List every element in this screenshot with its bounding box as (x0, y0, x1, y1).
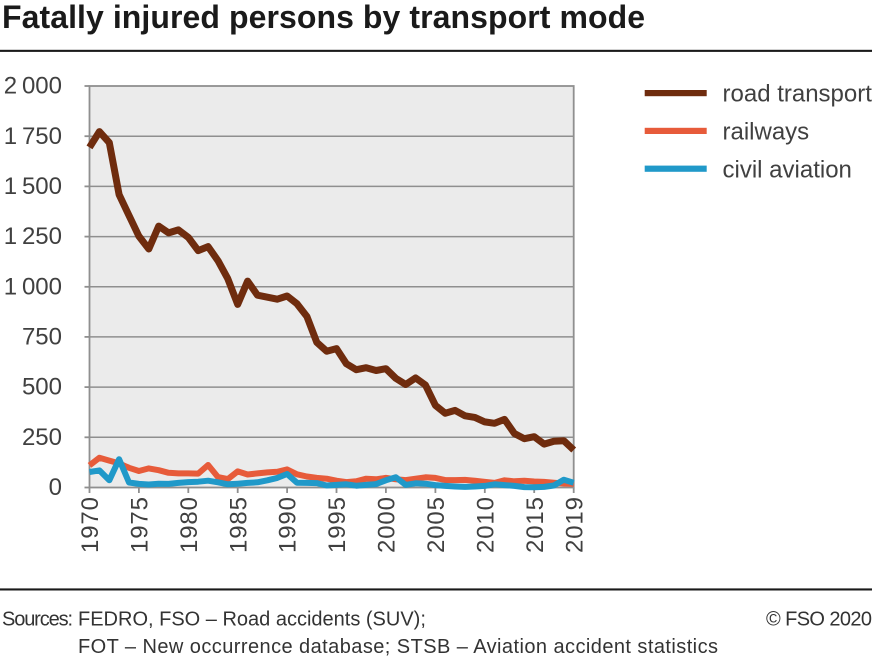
svg-text:1975: 1975 (127, 497, 154, 553)
svg-text:2019: 2019 (561, 497, 588, 553)
svg-text:2015: 2015 (522, 497, 549, 553)
svg-text:FEDRO, FSO – Road accidents (S: FEDRO, FSO – Road accidents (SUV); (78, 609, 426, 631)
svg-text:2 000: 2 000 (4, 73, 62, 100)
svg-text:0: 0 (49, 474, 62, 501)
svg-text:1 250: 1 250 (4, 223, 62, 250)
svg-text:1990: 1990 (275, 497, 302, 553)
svg-text:1995: 1995 (324, 497, 351, 553)
svg-text:civil aviation: civil aviation (723, 156, 852, 183)
svg-text:1 500: 1 500 (4, 173, 62, 200)
svg-text:250: 250 (22, 424, 62, 451)
svg-text:© FSO 2020: © FSO 2020 (766, 609, 872, 631)
svg-text:500: 500 (22, 374, 62, 401)
svg-text:1985: 1985 (225, 497, 252, 553)
svg-text:Sources:: Sources: (2, 609, 73, 631)
svg-text:railways: railways (723, 119, 810, 146)
svg-text:1970: 1970 (77, 497, 104, 553)
svg-text:2005: 2005 (423, 497, 450, 553)
svg-text:1 000: 1 000 (4, 273, 62, 300)
svg-text:FOT – New occurrence database;: FOT – New occurrence database; STSB – Av… (78, 636, 718, 658)
svg-text:Fatally injured persons by tra: Fatally injured persons by transport mod… (2, 0, 645, 35)
svg-text:750: 750 (22, 324, 62, 351)
svg-text:1 750: 1 750 (4, 123, 62, 150)
svg-text:2010: 2010 (472, 497, 499, 553)
svg-text:road transport: road transport (723, 81, 873, 108)
svg-text:2000: 2000 (374, 497, 401, 553)
svg-text:1980: 1980 (176, 497, 203, 553)
